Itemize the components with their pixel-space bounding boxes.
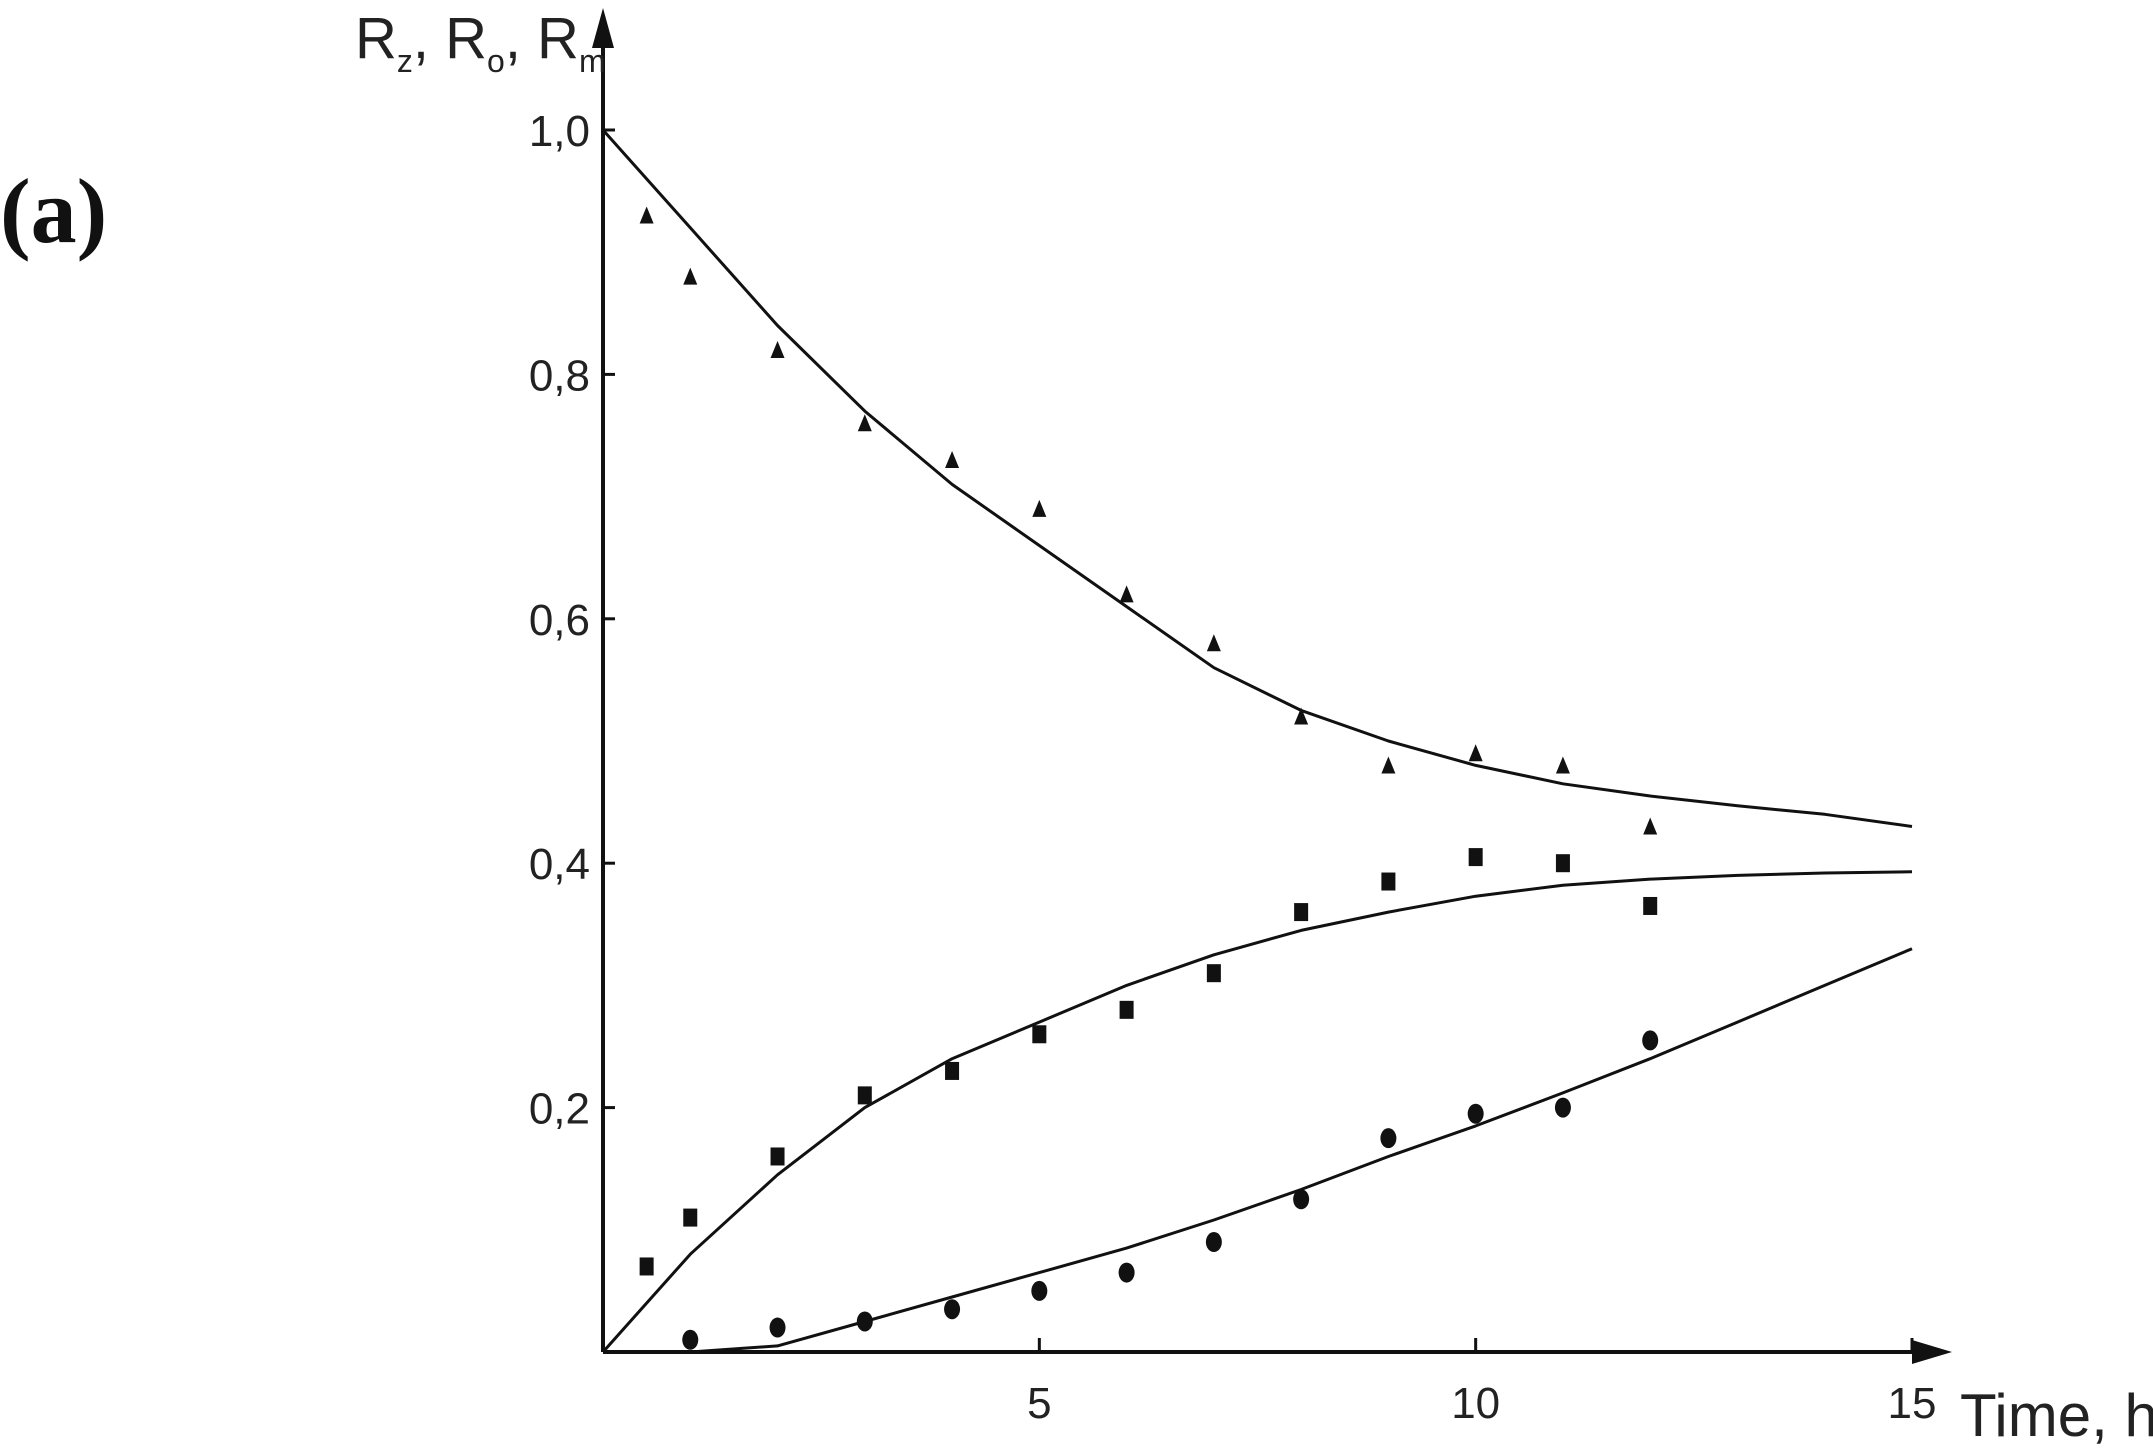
- y-sub-m: m: [579, 43, 606, 79]
- axes: [592, 8, 1952, 1364]
- marker-triangle: [1032, 499, 1047, 517]
- y-axis-title: Rz, Ro, Rm: [355, 6, 606, 79]
- marker-square: [683, 1208, 698, 1227]
- marker-triangle: [683, 267, 698, 285]
- x-axis-arrow: [1912, 1340, 1952, 1364]
- marker-triangle: [770, 340, 785, 358]
- panel-label: (a): [0, 160, 108, 262]
- marker-square: [1119, 1000, 1134, 1019]
- marker-square: [1032, 1025, 1047, 1044]
- marker-square: [1643, 896, 1658, 915]
- marker-triangle: [1555, 756, 1570, 774]
- fit-curve-circle: [603, 947, 1913, 1354]
- marker-square: [1468, 848, 1483, 867]
- marker-triangle: [639, 206, 654, 224]
- y-sub-o: o: [487, 43, 505, 79]
- marker-triangle: [1643, 817, 1658, 835]
- marker-circle: [769, 1317, 786, 1338]
- fit-curve-triangle: [601, 129, 1913, 828]
- fit-curves: [601, 129, 1913, 1354]
- marker-triangle: [1206, 634, 1221, 652]
- y-tick-label: 0,4: [529, 840, 590, 889]
- marker-circle: [944, 1299, 961, 1320]
- marker-square: [1555, 854, 1570, 873]
- x-tick-label: 5: [1027, 1379, 1051, 1428]
- y-tick-label: 0,8: [529, 351, 590, 400]
- ticks: 5 10 15 0,2 0,4 0,6 0,8 1,0: [529, 107, 1937, 1428]
- y-tick-label: 0,2: [529, 1085, 590, 1134]
- y-axis-arrow: [592, 8, 614, 48]
- y-tick-label: 0,6: [529, 596, 590, 645]
- marker-square: [1381, 872, 1396, 891]
- data-markers: [639, 206, 1659, 1350]
- marker-circle: [1642, 1030, 1659, 1051]
- y-sub-z: z: [397, 43, 413, 79]
- x-axis-title: Time, h: [1960, 1382, 2153, 1449]
- marker-triangle: [1119, 585, 1134, 603]
- marker-triangle: [857, 414, 872, 432]
- marker-square: [1294, 903, 1309, 922]
- marker-circle: [856, 1311, 873, 1332]
- marker-circle: [1380, 1128, 1397, 1149]
- marker-circle: [1554, 1097, 1571, 1118]
- x-tick-label: 10: [1451, 1379, 1500, 1428]
- marker-triangle: [1294, 707, 1309, 725]
- marker-circle: [1293, 1189, 1310, 1210]
- y-tick-label: 1,0: [529, 107, 590, 156]
- marker-square: [1206, 964, 1221, 983]
- marker-circle: [1205, 1232, 1222, 1253]
- x-tick-label: 15: [1888, 1379, 1937, 1428]
- marker-square: [857, 1086, 872, 1105]
- marker-circle: [1118, 1262, 1135, 1283]
- marker-circle: [682, 1329, 699, 1350]
- marker-triangle: [1381, 756, 1396, 774]
- marker-triangle: [1468, 744, 1483, 762]
- marker-square: [945, 1061, 960, 1080]
- marker-square: [770, 1147, 785, 1166]
- fit-curve-square: [601, 870, 1913, 1353]
- marker-triangle: [945, 450, 960, 468]
- marker-circle: [1467, 1103, 1484, 1124]
- marker-circle: [1031, 1280, 1048, 1301]
- marker-square: [639, 1257, 654, 1276]
